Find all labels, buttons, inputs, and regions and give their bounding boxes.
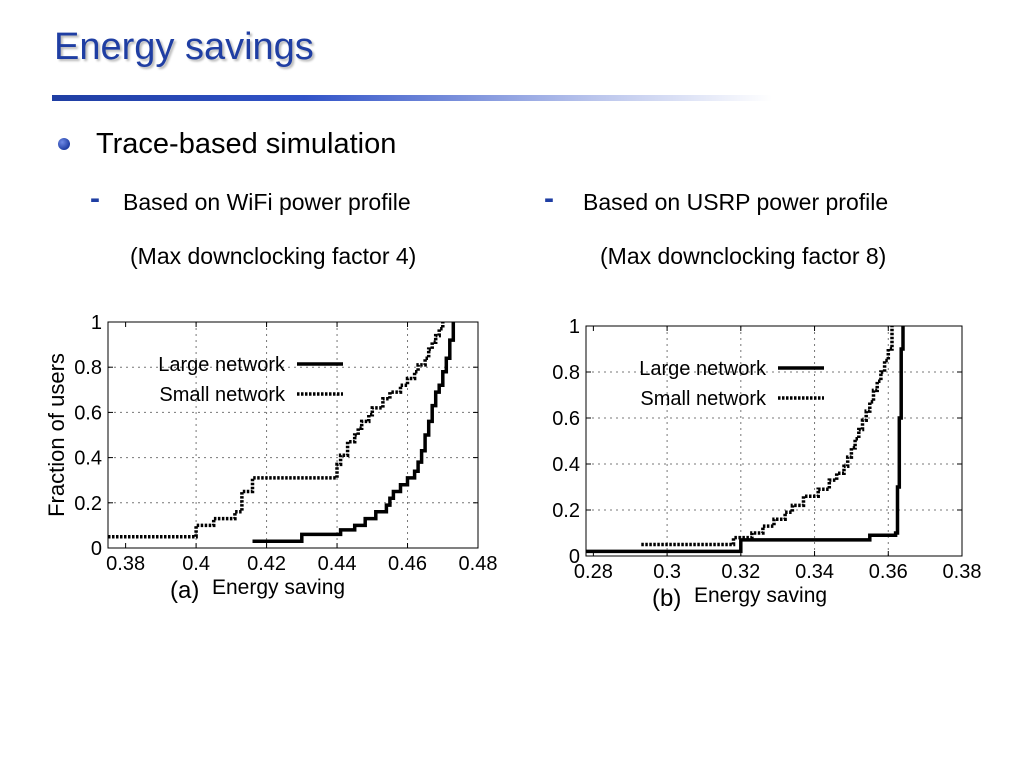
y-tick-label: 0.8 (552, 362, 580, 384)
y-tick-label: 1 (569, 316, 580, 338)
x-tick-label: 0.46 (388, 553, 427, 575)
dash-icon: - (544, 182, 554, 215)
plot-frame (585, 325, 963, 557)
dash-icon: - (90, 182, 100, 215)
panel-label: (a) (170, 577, 199, 604)
legend-label: Large network (639, 358, 767, 380)
y-tick-label: 1 (91, 312, 102, 334)
small-network-line (641, 326, 894, 547)
x-tick-label: 0.48 (459, 553, 498, 575)
y-tick-label: 0.2 (74, 493, 102, 515)
y-tick-label: 0 (569, 546, 580, 568)
bullet-text: Trace-based simulation (96, 128, 397, 160)
y-tick-label: 0.6 (552, 408, 580, 430)
x-tick-label: 0.4 (182, 553, 210, 575)
y-tick-label: 0.8 (74, 357, 102, 379)
x-tick-label: 0.28 (574, 561, 613, 583)
right-subbullet: Based on USRP power profile (583, 189, 889, 215)
x-tick-label: 0.44 (318, 553, 357, 575)
x-tick-label: 0.3 (653, 561, 681, 583)
y-tick-label: 0 (91, 538, 102, 560)
slide-title: Energy savings (54, 26, 314, 68)
bullet-dot-icon (58, 138, 70, 150)
x-tick-label: 0.38 (943, 561, 982, 583)
title-underline (52, 95, 772, 101)
plot-frame (107, 321, 479, 549)
x-tick-label: 0.42 (247, 553, 286, 575)
x-tick-label: 0.34 (795, 561, 834, 583)
x-tick-label: 0.32 (721, 561, 760, 583)
x-tick-label: 0.38 (106, 553, 145, 575)
legend-label: Small network (159, 384, 286, 406)
small-network-line (108, 322, 445, 539)
right-subnote: (Max downclocking factor 8) (600, 243, 887, 269)
large-network-line (252, 322, 456, 543)
left-subbullet: Based on WiFi power profile (123, 189, 411, 215)
y-tick-label: 0.4 (552, 454, 580, 476)
legend-label: Small network (640, 388, 767, 410)
legend-label: Large network (158, 354, 286, 376)
x-tick-label: 0.36 (869, 561, 908, 583)
panel-label: (b) (652, 585, 681, 612)
large-network-line (586, 326, 905, 554)
y-axis-label: Fraction of users (44, 353, 69, 517)
x-axis-label: Energy saving (212, 576, 345, 599)
y-tick-label: 0.6 (74, 402, 102, 424)
left-subnote: (Max downclocking factor 4) (130, 243, 417, 269)
chart-b: 0.28 0.3 0.32 0.34 0.36 0.38 0 0.2 0.4 0.6 0.8 1 Lar… (552, 316, 982, 612)
y-tick-label: 0.2 (552, 500, 580, 522)
x-axis-label: Energy saving (694, 584, 827, 607)
y-tick-label: 0.4 (74, 448, 102, 470)
chart-a: 0.38 0.4 0.42 0.44 0.46 0.48 0 0.2 0.4 0.6 0.8 1 Lar… (44, 312, 498, 604)
